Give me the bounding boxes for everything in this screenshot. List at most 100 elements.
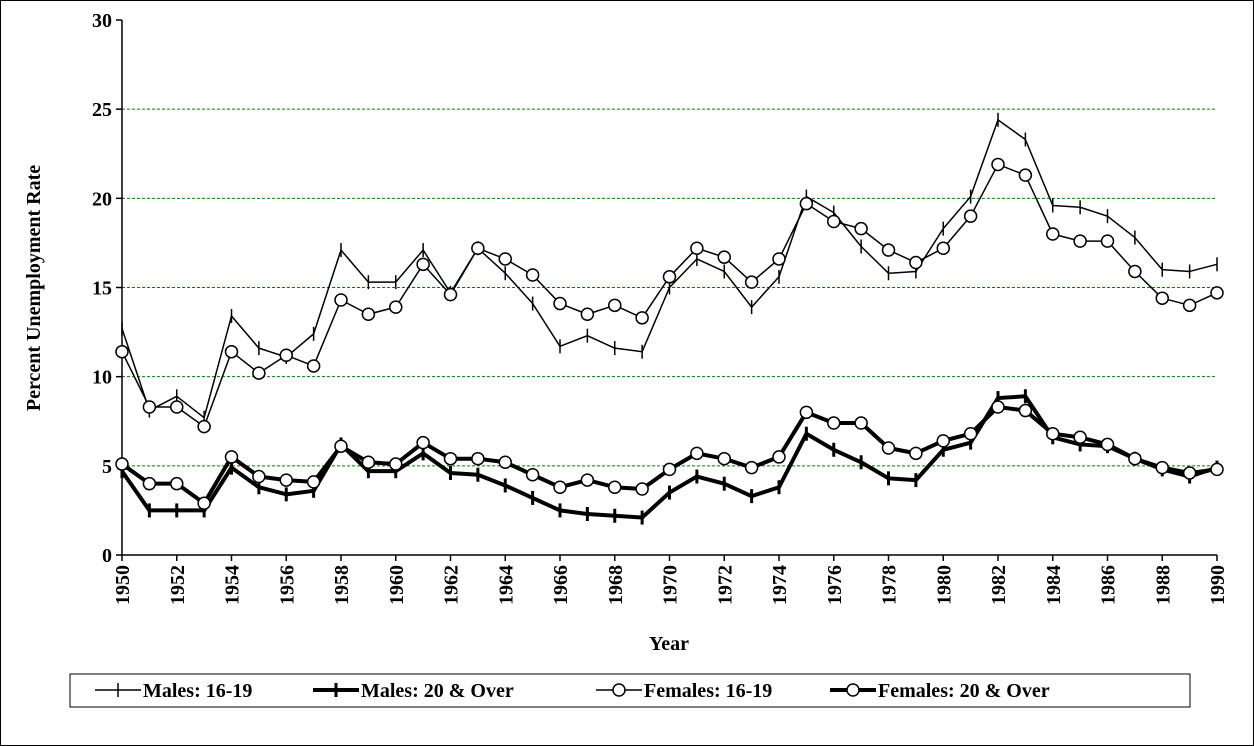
point <box>553 480 567 494</box>
x-tick-label: 1964 <box>495 565 517 605</box>
point <box>553 296 567 311</box>
point <box>498 455 512 470</box>
point <box>717 451 731 466</box>
y-tick-label: 10 <box>92 367 112 389</box>
point <box>416 257 430 272</box>
x-tick-label: 1972 <box>714 565 736 605</box>
point <box>1100 437 1115 452</box>
point <box>854 221 868 236</box>
y-tick-label: 15 <box>92 278 112 300</box>
point <box>170 400 184 414</box>
x-tick-label: 1952 <box>167 565 189 605</box>
x-tick-label: 1978 <box>879 565 901 605</box>
x-tick-label: 1974 <box>769 565 791 605</box>
point <box>1100 234 1115 248</box>
point <box>306 359 321 373</box>
x-tick-label: 1950 <box>112 565 134 605</box>
point <box>936 241 950 256</box>
point <box>416 435 430 450</box>
point <box>608 298 622 313</box>
legend-label: Males: 16-19 <box>143 680 252 702</box>
point <box>306 475 321 489</box>
x-tick-label: 1966 <box>550 565 572 605</box>
y-tick-label: 20 <box>92 188 112 210</box>
point <box>909 446 923 461</box>
point <box>115 344 129 359</box>
point <box>471 241 485 256</box>
x-tick-label: 1960 <box>386 565 408 605</box>
point <box>389 300 403 314</box>
x-tick-label: 1990 <box>1207 565 1229 605</box>
point <box>1046 426 1060 441</box>
y-axis-title: Percent Unemployment Rate <box>23 165 45 411</box>
point <box>1046 227 1060 241</box>
point <box>936 434 950 448</box>
point <box>252 366 266 380</box>
x-tick-label: 1954 <box>222 565 244 605</box>
x-tick-label: 1956 <box>276 565 298 605</box>
x-tick-label: 1970 <box>660 565 682 605</box>
point <box>224 450 239 464</box>
legend-label: Females: 16-19 <box>644 680 772 702</box>
point <box>1182 466 1197 480</box>
legend-label: Females: 20 & Over <box>878 680 1050 702</box>
point <box>881 243 896 257</box>
point <box>142 476 157 491</box>
point <box>279 348 293 363</box>
point <box>525 468 540 482</box>
point <box>991 400 1005 414</box>
point <box>279 473 293 487</box>
point <box>635 482 649 496</box>
point <box>827 416 841 430</box>
point <box>498 252 512 266</box>
x-tick-label: 1976 <box>824 565 846 605</box>
point <box>690 446 704 461</box>
point <box>772 450 786 464</box>
x-tick-label: 1988 <box>1152 565 1174 605</box>
point <box>963 209 978 223</box>
legend-marker <box>846 683 860 697</box>
point <box>1128 451 1142 466</box>
point <box>827 214 841 229</box>
x-tick-label: 1958 <box>331 565 353 605</box>
point <box>717 250 731 264</box>
point <box>744 460 759 475</box>
point <box>1073 430 1087 445</box>
point <box>443 451 458 466</box>
point <box>389 457 403 471</box>
point <box>1182 298 1197 313</box>
point <box>1155 291 1169 305</box>
point <box>662 270 677 284</box>
point <box>1128 264 1142 279</box>
y-tick-label: 0 <box>102 545 112 567</box>
point <box>361 307 376 321</box>
point <box>608 480 622 494</box>
x-tick-label: 1968 <box>605 565 627 605</box>
point <box>471 451 485 466</box>
point <box>690 241 704 256</box>
point <box>881 441 896 455</box>
point <box>909 255 923 270</box>
x-tick-label: 1986 <box>1098 565 1120 605</box>
point <box>443 287 458 302</box>
legend-label: Males: 20 & Over <box>361 680 514 702</box>
y-tick-label: 25 <box>92 99 112 121</box>
point <box>197 496 211 511</box>
x-tick-label: 1980 <box>933 565 955 605</box>
y-tick-label: 30 <box>92 10 112 32</box>
x-tick-label: 1962 <box>441 565 463 605</box>
y-tick-label: 5 <box>102 456 112 478</box>
point <box>252 469 266 484</box>
point <box>854 416 868 430</box>
point <box>662 462 677 477</box>
point <box>635 311 649 325</box>
point <box>991 157 1005 172</box>
point <box>525 268 540 282</box>
point <box>142 400 157 414</box>
point <box>334 439 348 453</box>
point <box>1155 460 1169 475</box>
point <box>744 275 759 289</box>
